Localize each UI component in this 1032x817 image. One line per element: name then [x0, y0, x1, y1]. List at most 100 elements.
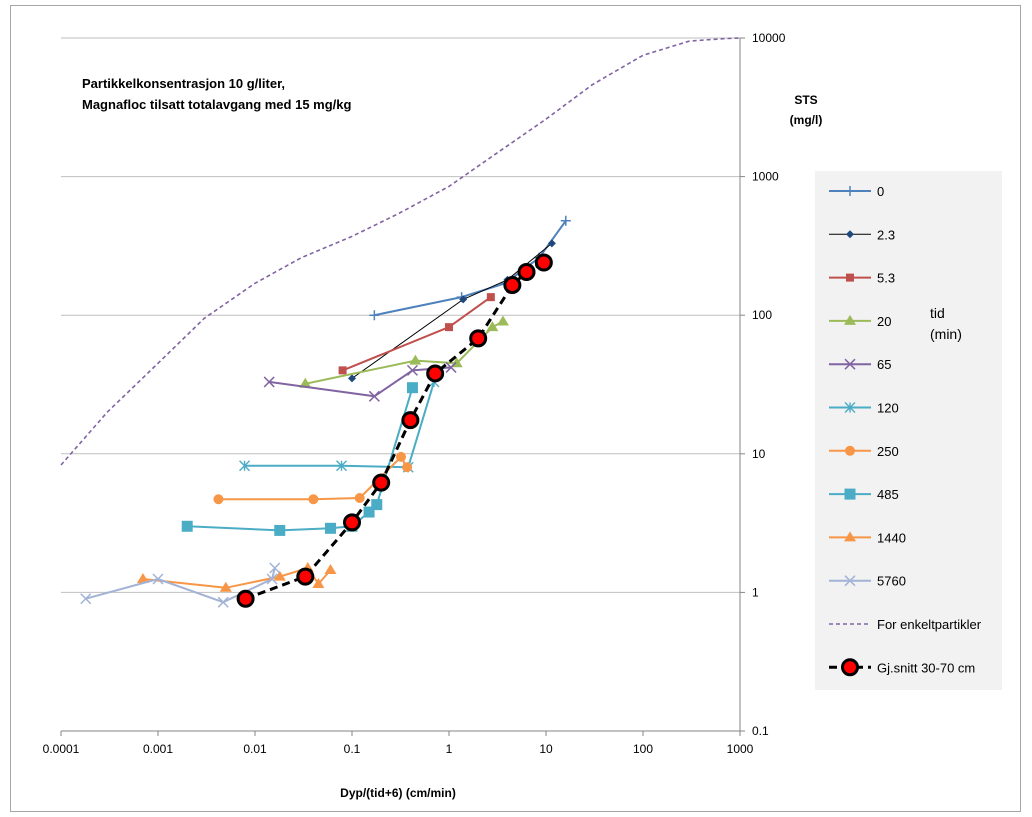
data-point: [409, 354, 422, 365]
series-line: [60, 37, 741, 466]
legend-marker: [844, 488, 856, 500]
legend-item: 485: [829, 487, 899, 502]
legend-label: 485: [877, 487, 899, 502]
legend-item: 5.3: [829, 271, 895, 286]
data-point: [266, 573, 278, 585]
data-point: [486, 293, 495, 302]
legend-item: 1440: [829, 530, 906, 545]
x-tick-label: 1000: [727, 742, 754, 756]
data-point: [219, 581, 232, 592]
x-tick-label: 0.001: [143, 742, 173, 756]
data-point: [308, 494, 319, 505]
data-point: [273, 570, 286, 581]
series: [60, 37, 741, 608]
legend-label: 20: [877, 314, 891, 329]
legend-label: 1440: [877, 530, 906, 545]
legend-label: 250: [877, 444, 899, 459]
data-point: [338, 366, 347, 375]
legend-marker: [846, 230, 854, 239]
data-point: [136, 572, 149, 583]
y-tick-label: 10: [752, 447, 766, 461]
data-point: [406, 382, 418, 394]
x-tick-label: 0.1: [344, 742, 361, 756]
x-tick-label: 0.01: [243, 742, 267, 756]
legend-item: 250: [829, 444, 899, 459]
data-point: [152, 573, 164, 585]
data-point: [534, 253, 553, 272]
annotation-line-1: Partikkelkonsentrasjon 10 g/liter,: [82, 76, 285, 91]
legend-marker: [844, 314, 856, 325]
data-point: [503, 276, 522, 295]
data-point: [445, 361, 457, 373]
y-tick-label: 1: [752, 585, 759, 599]
data-point: [368, 390, 380, 402]
legend-title: tid (min): [930, 305, 962, 342]
legend-marker: [846, 273, 854, 282]
data-point: [547, 239, 556, 248]
data-point: [369, 310, 380, 321]
data-point: [459, 295, 468, 304]
y-tick-label: 10000: [752, 31, 786, 45]
data-point: [274, 524, 286, 536]
series-6: [213, 451, 413, 505]
axes: [60, 37, 745, 736]
legend-item: 20: [829, 314, 891, 329]
legend-label: For enkeltpartikler: [877, 617, 982, 632]
series-9: [80, 562, 281, 608]
legend-item: Gj.snitt 30-70 cm: [829, 658, 975, 677]
legend-box: [815, 171, 1002, 690]
data-point: [181, 520, 193, 532]
data-point: [560, 215, 571, 226]
legend: 0 2.3 5.3 20 65 120 250 485 1440 5760 For enkeltpa…: [829, 184, 982, 677]
data-point: [372, 473, 391, 492]
series-11: [236, 253, 553, 608]
legend-marker: [844, 575, 856, 587]
y-tick-label: 1000: [752, 170, 779, 184]
legend-marker: [845, 186, 855, 196]
x-tick-labels: 0.0001 0.001 0.01 0.1 1 10 100 1000: [43, 742, 754, 756]
series-line: [351, 242, 553, 379]
data-point: [469, 329, 488, 348]
legend-marker: [844, 358, 856, 370]
data-point: [80, 593, 92, 605]
x-tick-label: 0.0001: [43, 742, 80, 756]
data-point: [426, 364, 445, 383]
data-point: [343, 513, 361, 532]
legend-label: 65: [877, 357, 891, 372]
legend-label: 0: [877, 184, 884, 199]
data-point: [486, 321, 499, 332]
data-point: [336, 460, 348, 472]
legend-item: 120: [829, 401, 899, 416]
series-10: [60, 37, 741, 466]
series-1: [348, 239, 556, 383]
legend-label: Gj.snitt 30-70 cm: [877, 660, 975, 675]
legend-marker: [841, 658, 859, 677]
x-tick-label: 100: [633, 742, 653, 756]
legend-marker: [844, 531, 856, 542]
data-point: [217, 596, 229, 608]
legend-label: 5760: [877, 574, 906, 589]
data-point: [363, 506, 375, 518]
series-line: [244, 381, 435, 469]
data-point: [371, 499, 383, 511]
data-point: [312, 577, 325, 588]
data-point: [269, 562, 281, 574]
legend-label: 5.3: [877, 271, 895, 286]
data-point: [296, 567, 315, 586]
data-point: [299, 377, 312, 388]
data-point: [402, 462, 413, 473]
data-point: [395, 451, 406, 462]
series-2: [338, 293, 495, 375]
legend-label: 2.3: [877, 227, 895, 242]
data-point: [239, 460, 251, 472]
legend-marker: [845, 445, 855, 456]
y-tick-labels: 0.1 1 10 100 1000 10000: [752, 31, 786, 738]
data-point: [406, 364, 418, 376]
data-point: [401, 411, 420, 430]
legend-marker: [844, 402, 856, 413]
legend-item: For enkeltpartikler: [829, 617, 982, 632]
series-line: [245, 261, 545, 601]
data-point: [213, 494, 224, 505]
legend-item: 65: [829, 357, 891, 372]
